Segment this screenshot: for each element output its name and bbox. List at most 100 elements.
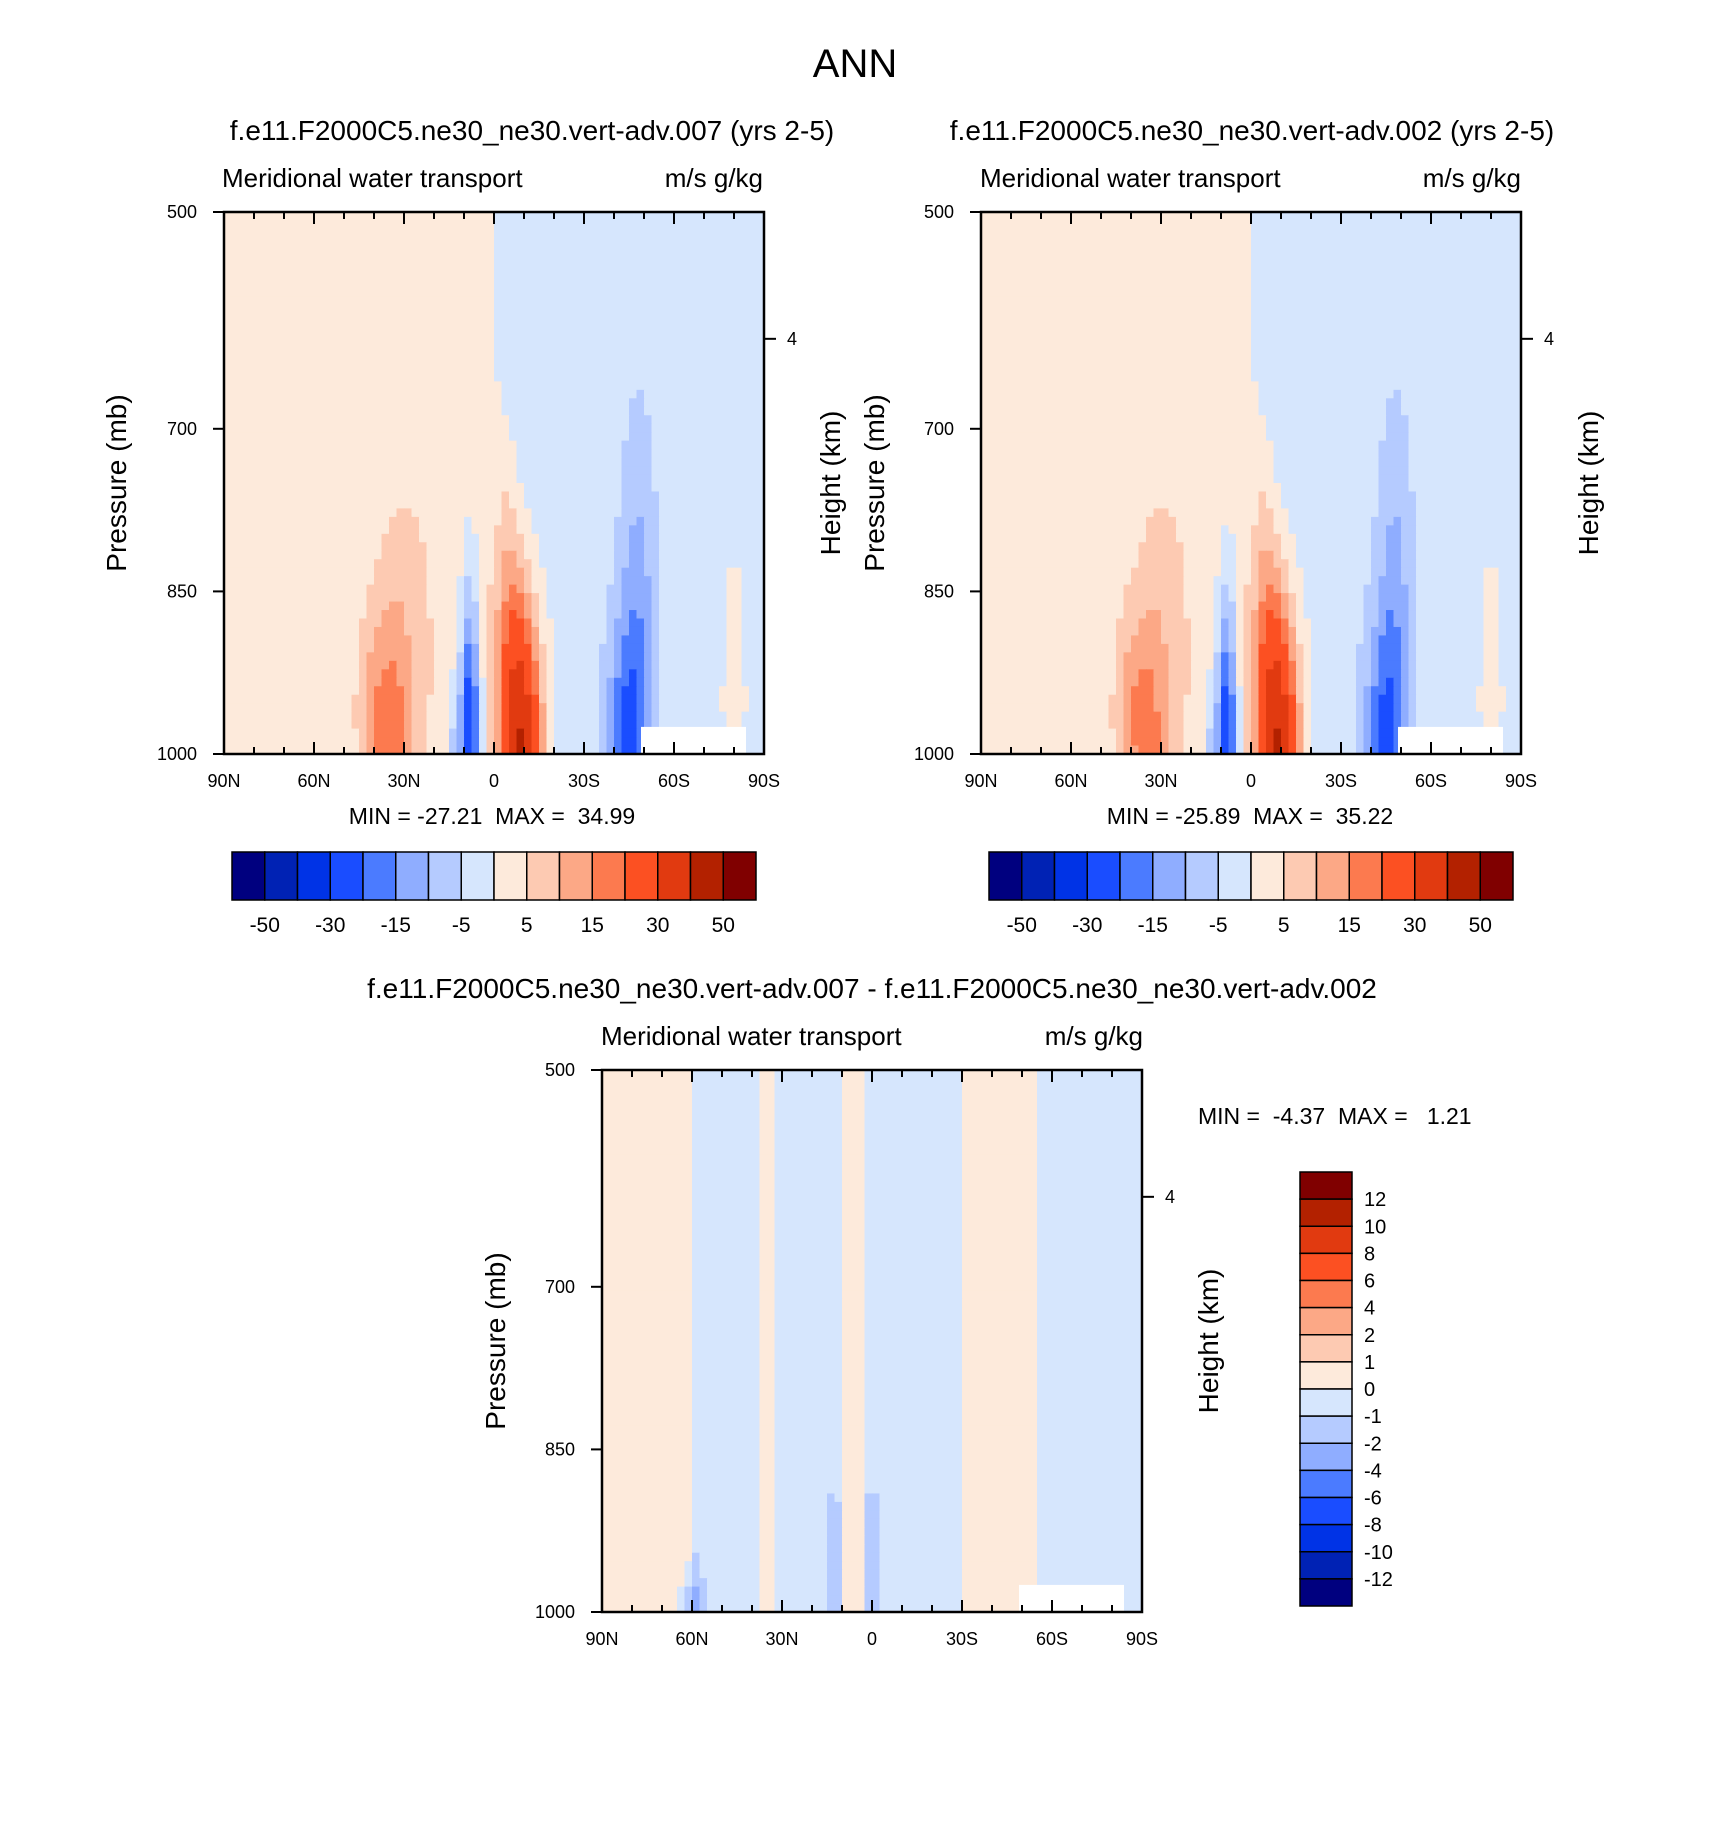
contour-cell xyxy=(501,440,510,450)
contour-cell xyxy=(531,635,540,645)
contour-cell xyxy=(516,432,525,442)
contour-cell xyxy=(351,618,360,628)
contour-cell xyxy=(374,652,383,662)
contour-cell xyxy=(636,339,645,349)
contour-cell xyxy=(614,703,623,713)
contour-cell xyxy=(696,415,705,425)
contour-cell xyxy=(651,516,660,526)
contour-cell xyxy=(494,262,503,272)
contour-cell xyxy=(389,703,398,713)
contour-cell xyxy=(749,567,758,577)
contour-cell xyxy=(471,305,480,315)
contour-cell xyxy=(231,296,240,306)
contour-cell xyxy=(329,550,338,560)
contour-cell xyxy=(531,516,540,526)
contour-cell xyxy=(1506,220,1515,230)
contour-cell xyxy=(554,550,563,560)
contour-cell xyxy=(411,381,420,391)
contour-cell xyxy=(254,533,263,543)
contour-cell xyxy=(276,364,285,374)
contour-cell xyxy=(419,652,428,662)
contour-cell xyxy=(471,313,480,323)
contour-cell xyxy=(509,660,518,670)
contour-cell xyxy=(456,669,465,679)
contour-cell xyxy=(516,601,525,611)
contour-cell xyxy=(359,669,368,679)
contour-cell xyxy=(344,262,353,272)
contour-cell xyxy=(299,745,308,755)
contour-cell xyxy=(666,254,675,264)
contour-cell xyxy=(734,389,743,399)
contour-cell xyxy=(479,339,488,349)
contour-cell xyxy=(329,406,338,416)
contour-cell xyxy=(449,347,458,357)
contour-cell xyxy=(629,694,638,704)
contour-cell xyxy=(329,322,338,332)
contour-cell xyxy=(464,584,473,594)
contour-cell xyxy=(516,381,525,391)
contour-cell xyxy=(666,559,675,569)
contour-cell xyxy=(486,525,495,535)
contour-cell xyxy=(479,686,488,696)
contour-cell xyxy=(1168,220,1177,230)
contour-cell xyxy=(441,660,450,670)
contour-cell xyxy=(471,322,480,332)
contour-cell xyxy=(284,694,293,704)
contour-cell xyxy=(606,372,615,382)
contour-cell xyxy=(291,322,300,332)
contour-cell xyxy=(396,652,405,662)
contour-cell xyxy=(381,339,390,349)
contour-cell xyxy=(756,601,765,611)
contour-cell xyxy=(239,643,248,653)
contour-cell xyxy=(569,559,578,569)
contour-cell xyxy=(576,626,585,637)
contour-cell xyxy=(246,643,255,653)
contour-cell xyxy=(554,694,563,704)
contour-cell xyxy=(381,432,390,442)
contour-cell xyxy=(231,406,240,416)
contour-cell xyxy=(629,296,638,306)
contour-cell xyxy=(719,245,728,255)
contour-cell xyxy=(336,457,345,467)
contour-cell xyxy=(689,567,698,577)
contour-cell xyxy=(704,271,713,281)
contour-cell xyxy=(269,398,278,408)
contour-cell xyxy=(689,279,698,289)
contour-cell xyxy=(719,254,728,264)
contour-cell xyxy=(1213,237,1222,247)
contour-cell xyxy=(336,339,345,349)
contour-cell xyxy=(479,254,488,264)
contour-cell xyxy=(561,372,570,382)
contour-cell xyxy=(666,542,675,552)
contour-cell xyxy=(359,491,368,501)
contour-cell xyxy=(261,542,270,552)
contour-cell xyxy=(359,550,368,560)
contour-cell xyxy=(291,737,300,747)
contour-cell xyxy=(426,271,435,281)
contour-cell xyxy=(231,355,240,366)
contour-cell xyxy=(501,643,510,653)
contour-cell xyxy=(374,381,383,391)
contour-cell xyxy=(344,237,353,247)
contour-cell xyxy=(614,483,623,493)
contour-cell xyxy=(426,728,435,738)
contour-cell xyxy=(224,288,233,298)
contour-cell xyxy=(516,660,525,670)
contour-cell xyxy=(359,423,368,433)
contour-cell xyxy=(449,677,458,687)
contour-cell xyxy=(689,330,698,340)
contour-cell xyxy=(306,610,315,620)
contour-cell xyxy=(741,533,750,543)
contour-cell xyxy=(254,288,263,298)
contour-cell xyxy=(614,669,623,679)
contour-cell xyxy=(231,398,240,408)
contour-cell xyxy=(389,440,398,450)
contour-cell xyxy=(741,330,750,340)
contour-cell xyxy=(374,567,383,577)
contour-cell xyxy=(711,305,720,315)
contour-cell xyxy=(711,389,720,399)
contour-cell xyxy=(561,516,570,526)
contour-cell xyxy=(374,372,383,382)
contour-cell xyxy=(614,398,623,408)
contour-cell xyxy=(1401,212,1410,222)
